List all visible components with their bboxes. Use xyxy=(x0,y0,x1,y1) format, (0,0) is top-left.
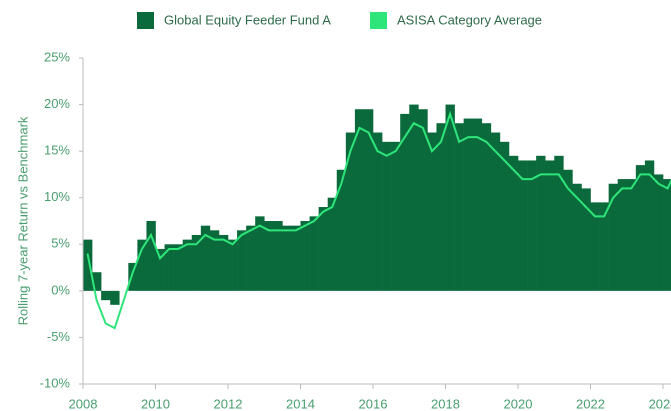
bar xyxy=(83,239,93,291)
bar xyxy=(472,118,483,291)
y-tick-label: 20% xyxy=(44,96,70,111)
x-tick-label: 2012 xyxy=(214,396,243,411)
bar xyxy=(264,221,274,291)
bar xyxy=(391,141,401,291)
bar xyxy=(218,234,229,291)
bar xyxy=(436,123,446,291)
bar xyxy=(518,160,528,291)
x-tick-label: 2008 xyxy=(69,396,98,411)
legend-swatch xyxy=(370,12,387,29)
legend-label: ASISA Category Average xyxy=(397,12,542,27)
bar xyxy=(300,221,310,291)
bar xyxy=(490,132,501,291)
y-axis-label: Rolling 7-year Return vs Benchmark xyxy=(15,116,30,325)
bar xyxy=(400,113,410,291)
bar xyxy=(653,174,664,291)
bar xyxy=(191,234,202,291)
bar xyxy=(445,104,455,291)
bar xyxy=(644,160,655,291)
bar xyxy=(336,169,347,291)
x-tick-label: 2014 xyxy=(286,396,315,411)
y-tick-label: 10% xyxy=(44,189,70,204)
bar xyxy=(345,132,356,291)
bar xyxy=(545,160,555,291)
bar xyxy=(635,165,646,291)
bar xyxy=(209,230,220,291)
bar xyxy=(164,244,174,291)
bar xyxy=(255,216,265,291)
bar xyxy=(237,230,247,291)
x-tick-label: 2020 xyxy=(504,396,533,411)
x-tick-label: 2024 xyxy=(649,396,671,411)
y-tick-label: -10% xyxy=(40,375,71,390)
bar xyxy=(427,132,437,291)
bar xyxy=(617,179,628,291)
bar xyxy=(527,160,537,291)
bar xyxy=(608,183,619,291)
bar xyxy=(536,155,546,291)
bar xyxy=(110,290,120,305)
legend-swatch xyxy=(137,12,154,29)
y-tick-label: 15% xyxy=(44,143,70,158)
bar xyxy=(581,188,591,291)
legend-label: Global Equity Feeder Fund A xyxy=(164,12,331,27)
y-tick-label: -5% xyxy=(47,329,71,344)
y-tick-label: 5% xyxy=(51,236,70,251)
y-tick-label: 25% xyxy=(44,49,70,64)
bar xyxy=(554,155,564,291)
x-tick-label: 2016 xyxy=(359,396,388,411)
bar xyxy=(663,179,671,291)
bar xyxy=(173,244,183,291)
bar xyxy=(563,169,573,291)
x-tick-label: 2018 xyxy=(431,396,460,411)
bar xyxy=(508,155,519,291)
bar xyxy=(499,141,510,291)
bar xyxy=(146,221,156,291)
bar xyxy=(454,123,464,291)
bar xyxy=(354,109,365,291)
line xyxy=(86,110,671,330)
bar xyxy=(309,216,319,291)
bar xyxy=(318,207,328,291)
bar xyxy=(182,239,193,291)
bar xyxy=(246,225,256,291)
bar xyxy=(373,132,383,291)
bar xyxy=(572,183,582,291)
bar xyxy=(92,272,102,291)
bar xyxy=(481,123,492,291)
bar xyxy=(291,225,301,291)
bar xyxy=(137,239,147,291)
bar xyxy=(200,225,211,291)
bar xyxy=(418,109,428,291)
bar xyxy=(590,202,600,291)
bar xyxy=(599,202,609,291)
bar xyxy=(128,262,138,291)
plot-area xyxy=(83,104,671,330)
bar xyxy=(282,225,292,291)
bar xyxy=(463,118,474,291)
y-tick-label: 0% xyxy=(51,282,70,297)
x-tick-label: 2010 xyxy=(141,396,170,411)
bar xyxy=(382,141,392,291)
x-tick-label: 2022 xyxy=(576,396,605,411)
bar xyxy=(327,197,338,291)
bar xyxy=(626,179,637,291)
bar xyxy=(363,109,374,291)
bar xyxy=(273,221,283,291)
bar xyxy=(228,239,238,291)
bar xyxy=(155,248,165,291)
bar xyxy=(101,290,111,301)
bar xyxy=(409,104,419,291)
